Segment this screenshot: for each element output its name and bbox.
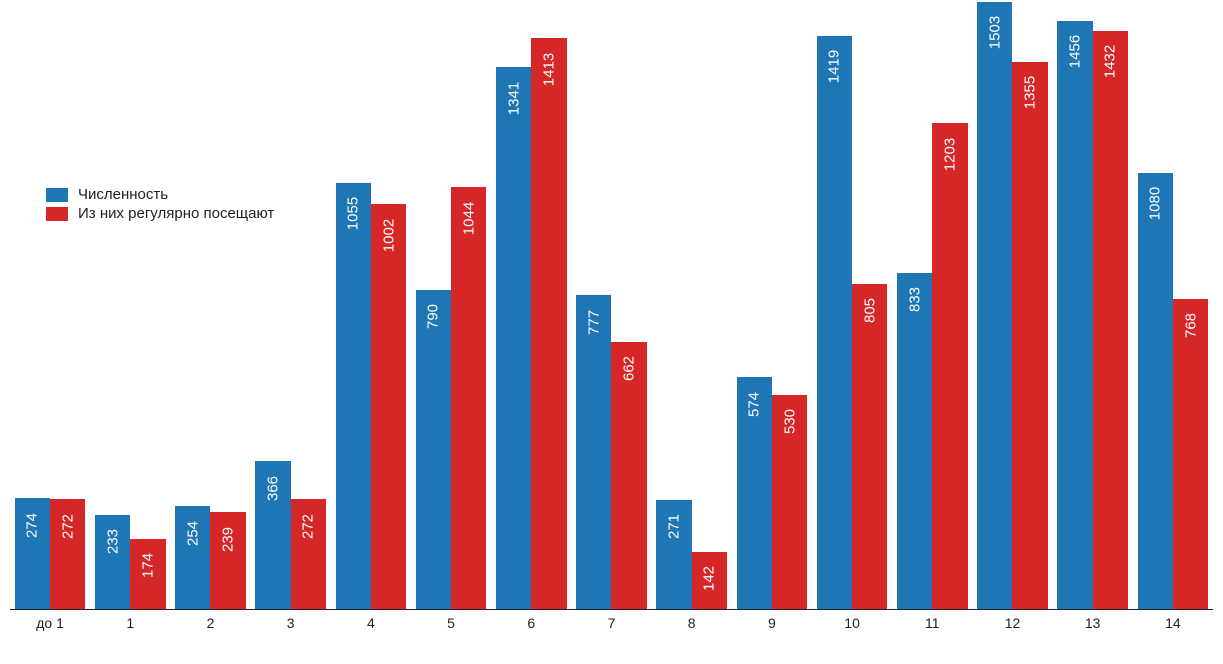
- bar-value-label: 174: [139, 553, 156, 578]
- bar-value-label: 271: [666, 514, 683, 539]
- bar-value-label: 1055: [345, 197, 362, 230]
- bar-value-label: 530: [781, 409, 798, 434]
- legend-item: Из них регулярно посещают: [46, 205, 274, 222]
- bar: 274: [15, 498, 50, 609]
- x-axis-label: 10: [817, 615, 888, 631]
- x-axis-label: 9: [737, 615, 808, 631]
- bar-value-label: 272: [59, 514, 76, 539]
- bar-group: 1456143213: [1057, 0, 1128, 609]
- bar-group: 833120311: [897, 0, 968, 609]
- bar: 1456: [1057, 21, 1092, 609]
- bar-value-label: 272: [300, 514, 317, 539]
- bar-value-label: 1456: [1067, 35, 1084, 68]
- bar-value-label: 1503: [986, 16, 1003, 49]
- bar-value-label: 768: [1182, 313, 1199, 338]
- bar-group: 79010445: [416, 0, 487, 609]
- bar: 233: [95, 515, 130, 609]
- legend: Численность Из них регулярно посещают: [46, 186, 274, 224]
- bar-chart: 274 272 до 1 233 174 1 254 239 2 366 272 3 1055 1002 4…: [0, 0, 1223, 664]
- bar-value-label: 366: [265, 476, 282, 501]
- bar-value-label: 1419: [826, 50, 843, 83]
- bar: 1419: [817, 36, 852, 609]
- bar: 1002: [371, 204, 406, 609]
- bar: 272: [50, 499, 85, 609]
- legend-label: Численность: [78, 186, 168, 203]
- bar: 662: [611, 342, 646, 609]
- bar: 768: [1173, 299, 1208, 609]
- bar: 833: [897, 273, 932, 610]
- bar: 271: [656, 500, 691, 609]
- bar: 272: [291, 499, 326, 609]
- bar-group: 274272до 1: [15, 0, 86, 609]
- bar-value-label: 805: [861, 298, 878, 323]
- legend-swatch: [46, 188, 68, 202]
- x-axis-label: 14: [1138, 615, 1209, 631]
- plot-area: 274272до 1233174125423923662723105510024…: [10, 0, 1213, 610]
- bar-value-label: 239: [220, 527, 237, 552]
- x-axis-label: 11: [897, 615, 968, 631]
- bar-group: 134114136: [496, 0, 567, 609]
- legend-swatch: [46, 207, 68, 221]
- x-axis-label: 3: [255, 615, 326, 631]
- bar: 1503: [977, 2, 1012, 609]
- bar-value-label: 1341: [505, 82, 522, 115]
- bar-group: 2711428: [656, 0, 727, 609]
- bar: 1203: [932, 123, 967, 609]
- bar: 1432: [1093, 31, 1128, 609]
- bar: 239: [210, 512, 245, 609]
- bar: 142: [692, 552, 727, 609]
- bar-value-label: 1203: [941, 137, 958, 170]
- bar: 1355: [1012, 62, 1047, 609]
- x-axis-label: 1: [95, 615, 166, 631]
- bar-value-label: 777: [585, 310, 602, 335]
- x-axis-label: 5: [416, 615, 487, 631]
- bar-value-label: 1355: [1022, 76, 1039, 109]
- bar-value-label: 833: [906, 287, 923, 312]
- bar: 1055: [336, 183, 371, 609]
- bar-group: 105510024: [336, 0, 407, 609]
- bar-value-label: 1044: [460, 202, 477, 235]
- bar-group: 141980510: [817, 0, 888, 609]
- bar-value-label: 233: [104, 529, 121, 554]
- bar-value-label: 790: [425, 304, 442, 329]
- legend-label: Из них регулярно посещают: [78, 205, 274, 222]
- bar-group: 5745309: [737, 0, 808, 609]
- x-axis-label: 8: [656, 615, 727, 631]
- x-axis-label: 13: [1057, 615, 1128, 631]
- bar-value-label: 1002: [380, 219, 397, 252]
- bar: 366: [255, 461, 290, 609]
- bar-value-label: 1080: [1147, 187, 1164, 220]
- x-axis-label: 6: [496, 615, 567, 631]
- bar: 174: [130, 539, 165, 609]
- x-axis-label: до 1: [15, 615, 86, 631]
- bar: 574: [737, 377, 772, 609]
- bar-value-label: 1413: [540, 53, 557, 86]
- bar-value-label: 142: [701, 566, 718, 591]
- bar: 1044: [451, 187, 486, 609]
- bar-value-label: 574: [746, 392, 763, 417]
- bar: 777: [576, 295, 611, 609]
- x-axis-label: 12: [977, 615, 1048, 631]
- bar-group: 3662723: [255, 0, 326, 609]
- bar: 1080: [1138, 173, 1173, 609]
- x-axis-label: 4: [336, 615, 407, 631]
- bar-value-label: 274: [24, 513, 41, 538]
- bar: 805: [852, 284, 887, 609]
- x-axis-label: 2: [175, 615, 246, 631]
- bar-group: 2542392: [175, 0, 246, 609]
- bar-group: 1503135512: [977, 0, 1048, 609]
- x-axis-label: 7: [576, 615, 647, 631]
- bar-value-label: 662: [621, 356, 638, 381]
- bar-group: 2331741: [95, 0, 166, 609]
- bar: 1341: [496, 67, 531, 609]
- bar: 530: [772, 395, 807, 609]
- bar-value-label: 254: [184, 521, 201, 546]
- bar: 790: [416, 290, 451, 609]
- bar: 1413: [531, 38, 566, 609]
- bar: 254: [175, 506, 210, 609]
- bar-group: 7776627: [576, 0, 647, 609]
- bar-group: 108076814: [1138, 0, 1209, 609]
- legend-item: Численность: [46, 186, 274, 203]
- bar-value-label: 1432: [1102, 45, 1119, 78]
